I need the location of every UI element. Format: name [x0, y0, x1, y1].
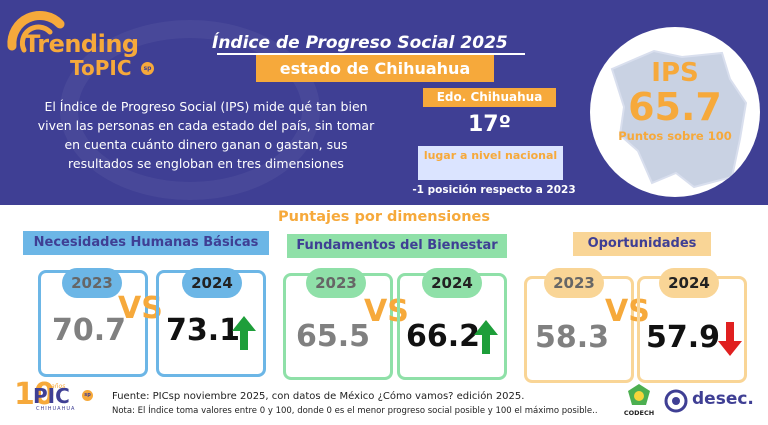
ips-circle	[590, 27, 760, 197]
source-note: Fuente: PICsp noviembre 2025, con datos …	[112, 391, 525, 402]
main-title: Índice de Progreso Social 2025	[212, 33, 508, 53]
footer-logo-years: años	[51, 383, 66, 390]
score-2023: 70.7	[52, 313, 127, 348]
national-rank: 17º	[467, 112, 512, 137]
up-arrow-icon	[474, 320, 498, 354]
score-2024: 73.1	[166, 313, 241, 348]
codech-label: CODECH	[623, 409, 655, 417]
score-2024: 57.9	[646, 320, 721, 355]
year-pill-2024: 2024	[182, 268, 242, 298]
scale-note: Nota: El Índice toma valores entre 0 y 1…	[112, 406, 598, 416]
footer-logo-badge: sp	[82, 390, 93, 401]
footer-logo-number: 10	[14, 377, 55, 412]
ips-scale-note: Puntos sobre 100	[618, 129, 732, 143]
score-2023: 65.5	[296, 319, 371, 354]
dimension-title-opportunity: Oportunidades	[573, 232, 711, 256]
desec-logo-icon	[664, 389, 688, 413]
year-pill-2023: 2023	[62, 268, 122, 298]
vs-label: VS	[118, 291, 163, 326]
up-arrow-icon	[232, 316, 256, 350]
logo-badge: sp	[141, 62, 154, 75]
footer-logo-text: PIC	[33, 384, 70, 408]
desec-label: desec.	[692, 389, 754, 409]
year-pill-2023: 2023	[306, 268, 366, 298]
logo-text-topic: ToPIC	[70, 56, 132, 80]
ips-score: 65.7	[628, 85, 722, 129]
vs-label: VS	[605, 294, 650, 329]
ips-description: El Índice de Progreso Social (IPS) mide …	[37, 99, 375, 171]
rank-label: lugar a nivel nacional	[418, 146, 563, 180]
year-pill-2024: 2024	[422, 268, 482, 298]
ips-label: IPS	[651, 58, 699, 88]
footer-logo-place: CHIHUAHUA	[36, 406, 76, 412]
rank-change: -1 posición respecto a 2023	[412, 184, 576, 196]
chihuahua-map-icon	[610, 49, 748, 189]
dimension-title-basic-needs: Necesidades Humanas Básicas	[23, 231, 269, 255]
down-arrow-icon	[718, 322, 742, 356]
score-2023: 58.3	[535, 320, 610, 355]
dimension-title-wellbeing: Fundamentos del Bienestar	[287, 234, 507, 258]
year-pill-2023: 2023	[544, 268, 604, 298]
score-2024: 66.2	[406, 319, 481, 354]
dimensions-title: Puntajes por dimensiones	[278, 209, 490, 225]
title-underline	[217, 53, 525, 55]
year-pill-2024: 2024	[659, 268, 719, 298]
codech-logo-icon	[628, 384, 650, 405]
vs-label: VS	[364, 294, 409, 329]
edo-label: Edo. Chihuahua	[423, 88, 556, 107]
trending-topic-logo-icon	[7, 10, 65, 53]
state-label: estado de Chihuahua	[256, 55, 494, 82]
logo-text-trending: Trending	[24, 30, 139, 58]
